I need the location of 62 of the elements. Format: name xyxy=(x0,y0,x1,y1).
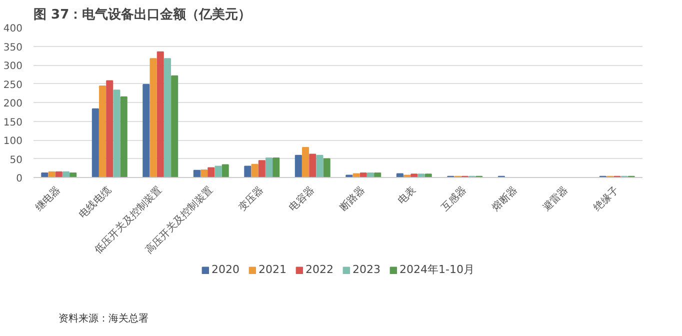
bar xyxy=(360,172,367,178)
bar xyxy=(193,170,200,178)
chart-title: 图 37：电气设备出口金额（亿美元） xyxy=(34,6,252,22)
bar xyxy=(424,174,432,178)
y-tick-label: 350 xyxy=(3,42,23,54)
x-tick-label: 变压器 xyxy=(236,184,266,214)
y-tick-label: 150 xyxy=(3,117,23,128)
bar xyxy=(294,154,302,178)
x-tick-label: 断路器 xyxy=(338,184,368,214)
bar xyxy=(62,171,70,178)
bar xyxy=(120,96,128,178)
y-tick-label: 300 xyxy=(3,61,23,72)
y-tick-label: 250 xyxy=(3,80,23,91)
bar xyxy=(244,166,252,178)
legend-label: 2020 xyxy=(212,263,240,276)
y-tick-label: 0 xyxy=(16,174,23,184)
bar xyxy=(222,164,229,178)
bar xyxy=(214,166,222,178)
bar xyxy=(113,90,120,178)
bar xyxy=(164,58,171,178)
x-tick-label: 互感器 xyxy=(439,184,469,214)
bar xyxy=(70,172,77,178)
bar xyxy=(150,58,157,178)
bar xyxy=(410,174,418,178)
bar xyxy=(142,84,150,178)
bar xyxy=(258,160,266,178)
bar xyxy=(55,171,62,178)
legend-label: 2022 xyxy=(306,263,334,276)
bar xyxy=(418,174,425,178)
bar xyxy=(251,164,258,178)
bar xyxy=(323,158,330,178)
bar xyxy=(316,154,324,178)
x-tick-label: 电容器 xyxy=(286,184,317,214)
bar xyxy=(302,147,310,178)
y-tick-label: 50 xyxy=(10,154,23,166)
bar xyxy=(171,75,178,178)
bar xyxy=(309,154,316,178)
y-tick-label: 400 xyxy=(3,24,23,34)
bar xyxy=(200,170,208,178)
x-tick-label: 继电器 xyxy=(33,184,63,214)
x-tick-label: 电表 xyxy=(395,184,418,207)
bar xyxy=(48,171,56,178)
bar xyxy=(92,108,99,178)
x-tick-label: 电线电缆 xyxy=(76,184,114,221)
bar xyxy=(272,158,280,178)
bar xyxy=(208,167,215,178)
legend-label: 2023 xyxy=(352,263,381,276)
text: 资料来源：海关总署 xyxy=(58,312,148,324)
y-tick-label: 200 xyxy=(3,98,23,110)
bar xyxy=(374,172,382,178)
bar xyxy=(106,80,114,178)
bar xyxy=(156,51,164,178)
legend-label: 2021 xyxy=(258,263,287,276)
x-tick-label: 避雷器 xyxy=(540,184,570,214)
x-tick-label: 熔断器 xyxy=(490,184,520,214)
bar xyxy=(41,172,48,178)
y-tick-label: 100 xyxy=(3,136,23,147)
bar xyxy=(265,158,272,178)
bar xyxy=(99,86,106,178)
x-tick-label: 绝缘子 xyxy=(591,184,622,214)
legend-label: 2024年1-10月 xyxy=(400,262,474,277)
bar xyxy=(366,172,374,178)
